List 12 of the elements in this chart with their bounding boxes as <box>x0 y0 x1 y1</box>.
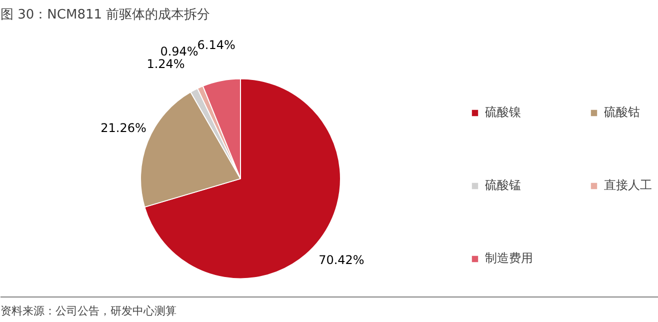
legend-label: 制造费用 <box>485 250 533 267</box>
data-label: 0.94% <box>160 44 198 59</box>
data-label: 70.42% <box>318 253 364 268</box>
data-label: 1.24% <box>146 57 185 72</box>
chart-title: 图 30：NCM811 前驱体的成本拆分 <box>0 8 210 22</box>
legend-label: 硫酸锰 <box>485 177 521 194</box>
text: 资料来源：公司公告，研发中心测算 <box>0 304 176 318</box>
data-label: 21.26% <box>100 121 146 136</box>
data-label: 6.14% <box>197 38 236 52</box>
legend-label: 硫酸镍 <box>485 104 521 121</box>
legend-label: 直接人工 <box>604 177 652 194</box>
legend-label: 硫酸钴 <box>604 104 640 121</box>
